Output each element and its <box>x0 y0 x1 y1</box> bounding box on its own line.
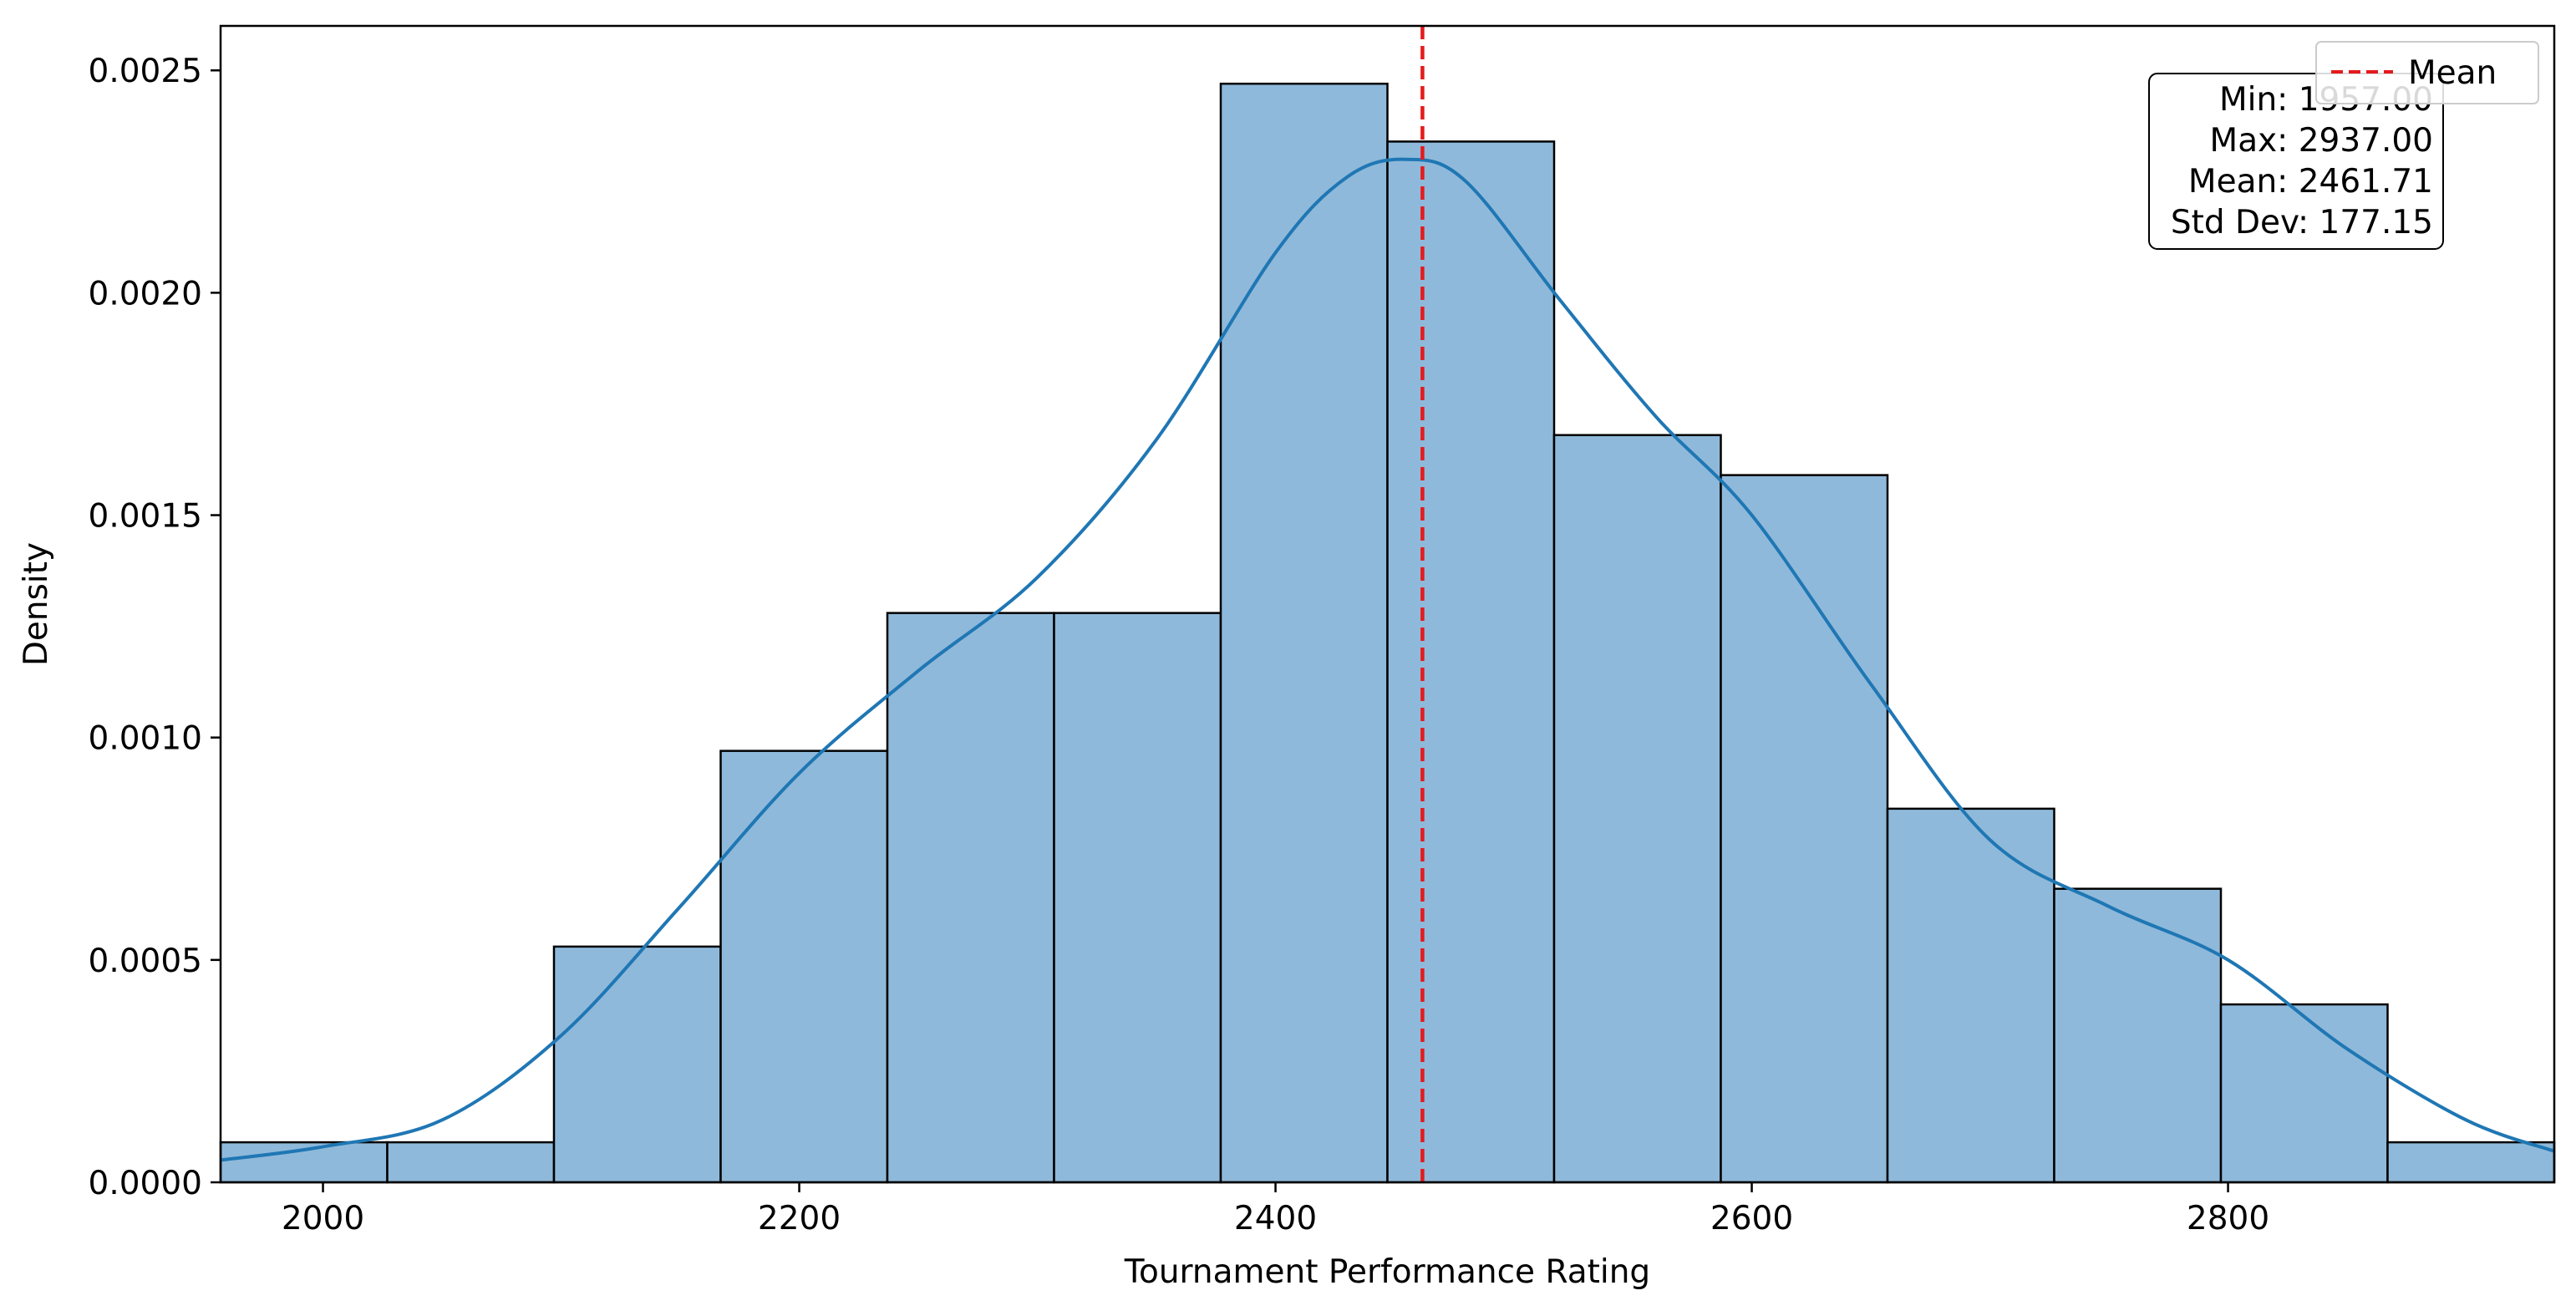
histogram-bar-13 <box>2386 1141 2556 1184</box>
y-tick-label: 0.0000 <box>89 1165 202 1202</box>
histogram-bar-6 <box>1219 82 1389 1184</box>
kde-curve <box>220 157 2555 1162</box>
legend-frame <box>2315 41 2539 104</box>
histogram-bar-11 <box>2053 887 2223 1184</box>
legend: Mean <box>2315 41 2539 104</box>
y-tick-label: 0.0005 <box>89 943 202 980</box>
x-axis-ticks: 2000 2200 2400 2600 2800 <box>282 1182 2269 1237</box>
histogram-bar-5 <box>1053 612 1222 1184</box>
histogram-bar-12 <box>2219 1003 2389 1184</box>
x-tick-label: 2000 <box>282 1200 364 1237</box>
histogram-bar-9 <box>1720 474 1889 1184</box>
plot-frame <box>219 24 2556 1184</box>
histogram-bar-8 <box>1552 434 1722 1184</box>
x-tick-label: 2200 <box>758 1200 841 1237</box>
stats-box: Min: 1957.00 Max: 2937.00 Mean: 2461.71 … <box>2148 73 2444 250</box>
y-tick-label: 0.0025 <box>89 53 202 90</box>
x-tick-label: 2600 <box>1710 1200 1793 1237</box>
kde-layer <box>220 157 2555 1162</box>
stat-max: Max: 2937.00 <box>2210 122 2433 160</box>
histogram-bars <box>219 82 2556 1184</box>
histogram-bar-2 <box>552 945 722 1184</box>
x-axis-label: Tournament Performance Rating <box>1124 1253 1650 1291</box>
legend-label-mean: Mean <box>2408 54 2497 92</box>
y-axis-ticks: 0.0000 0.0005 0.0010 0.0015 0.0020 0.0025 <box>89 53 221 1202</box>
y-tick-label: 0.0015 <box>89 498 202 536</box>
y-tick-label: 0.0020 <box>89 275 202 312</box>
stats-box-frame <box>2148 73 2444 250</box>
histogram-bar-7 <box>1386 140 1556 1184</box>
histogram-bar-1 <box>386 1141 556 1184</box>
histogram-bar-4 <box>886 612 1055 1184</box>
x-tick-label: 2800 <box>2187 1200 2269 1237</box>
x-tick-label: 2400 <box>1234 1200 1317 1237</box>
histogram-bar-3 <box>719 749 889 1184</box>
stat-mean: Mean: 2461.71 <box>2188 163 2433 201</box>
y-tick-label: 0.0010 <box>89 720 202 758</box>
stat-std: Std Dev: 177.15 <box>2171 204 2433 241</box>
y-axis-label: Density <box>18 542 55 666</box>
histogram-bar-10 <box>1886 807 2055 1184</box>
